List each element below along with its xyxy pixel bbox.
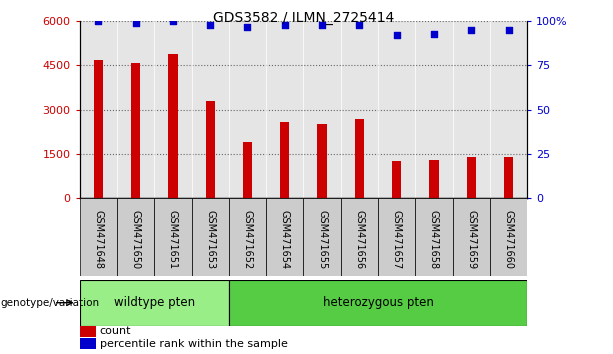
Bar: [94, 59, 103, 198]
Point: [243, 24, 253, 29]
Bar: [80, 280, 229, 326]
Bar: [504, 157, 513, 198]
Point: [317, 22, 327, 28]
Point: [93, 18, 103, 24]
Bar: [191, 198, 229, 276]
Bar: [229, 280, 527, 326]
Bar: [303, 21, 341, 198]
Bar: [154, 21, 191, 198]
Bar: [229, 21, 266, 198]
Bar: [378, 198, 415, 276]
Bar: [229, 198, 266, 276]
Text: heterozygous pten: heterozygous pten: [322, 296, 433, 309]
Text: GSM471660: GSM471660: [503, 210, 514, 269]
Text: GSM471658: GSM471658: [429, 210, 439, 269]
Bar: [80, 198, 117, 276]
Text: wildtype pten: wildtype pten: [113, 296, 195, 309]
Bar: [378, 21, 415, 198]
Bar: [243, 142, 252, 198]
Text: GDS3582 / ILMN_2725414: GDS3582 / ILMN_2725414: [213, 11, 394, 25]
Bar: [266, 198, 303, 276]
Point: [280, 22, 290, 28]
Point: [205, 22, 215, 28]
Bar: [266, 21, 303, 198]
Bar: [280, 121, 289, 198]
Bar: [205, 101, 215, 198]
Point: [168, 18, 178, 24]
Bar: [452, 198, 490, 276]
Text: GSM471650: GSM471650: [131, 210, 140, 269]
Bar: [355, 119, 364, 198]
Point: [392, 33, 402, 38]
Text: GSM471656: GSM471656: [354, 210, 364, 269]
Bar: [416, 198, 452, 276]
Text: GSM471653: GSM471653: [205, 210, 215, 269]
Bar: [80, 21, 117, 198]
Bar: [80, 326, 96, 337]
Point: [466, 27, 476, 33]
Text: count: count: [100, 326, 131, 336]
Bar: [490, 198, 527, 276]
Text: GSM471648: GSM471648: [93, 210, 104, 269]
Bar: [80, 338, 96, 349]
Bar: [466, 157, 476, 198]
Text: GSM471651: GSM471651: [168, 210, 178, 269]
Bar: [429, 160, 439, 198]
Bar: [341, 198, 378, 276]
Text: GSM471657: GSM471657: [392, 210, 402, 269]
Bar: [131, 63, 140, 198]
Text: GSM471652: GSM471652: [243, 210, 253, 269]
Bar: [318, 125, 327, 198]
Bar: [416, 21, 452, 198]
Bar: [117, 198, 154, 276]
Bar: [452, 21, 490, 198]
Text: GSM471654: GSM471654: [280, 210, 290, 269]
Point: [354, 22, 364, 28]
Bar: [117, 21, 154, 198]
Point: [504, 27, 514, 33]
Text: GSM471655: GSM471655: [317, 210, 327, 269]
Text: percentile rank within the sample: percentile rank within the sample: [100, 339, 287, 349]
Bar: [341, 21, 378, 198]
Bar: [392, 161, 402, 198]
Bar: [191, 21, 229, 198]
Point: [131, 20, 140, 26]
Bar: [303, 198, 341, 276]
Text: genotype/variation: genotype/variation: [0, 298, 99, 308]
Bar: [490, 21, 527, 198]
Bar: [168, 54, 178, 198]
Text: GSM471659: GSM471659: [466, 210, 476, 269]
Bar: [154, 198, 191, 276]
Point: [429, 31, 439, 36]
